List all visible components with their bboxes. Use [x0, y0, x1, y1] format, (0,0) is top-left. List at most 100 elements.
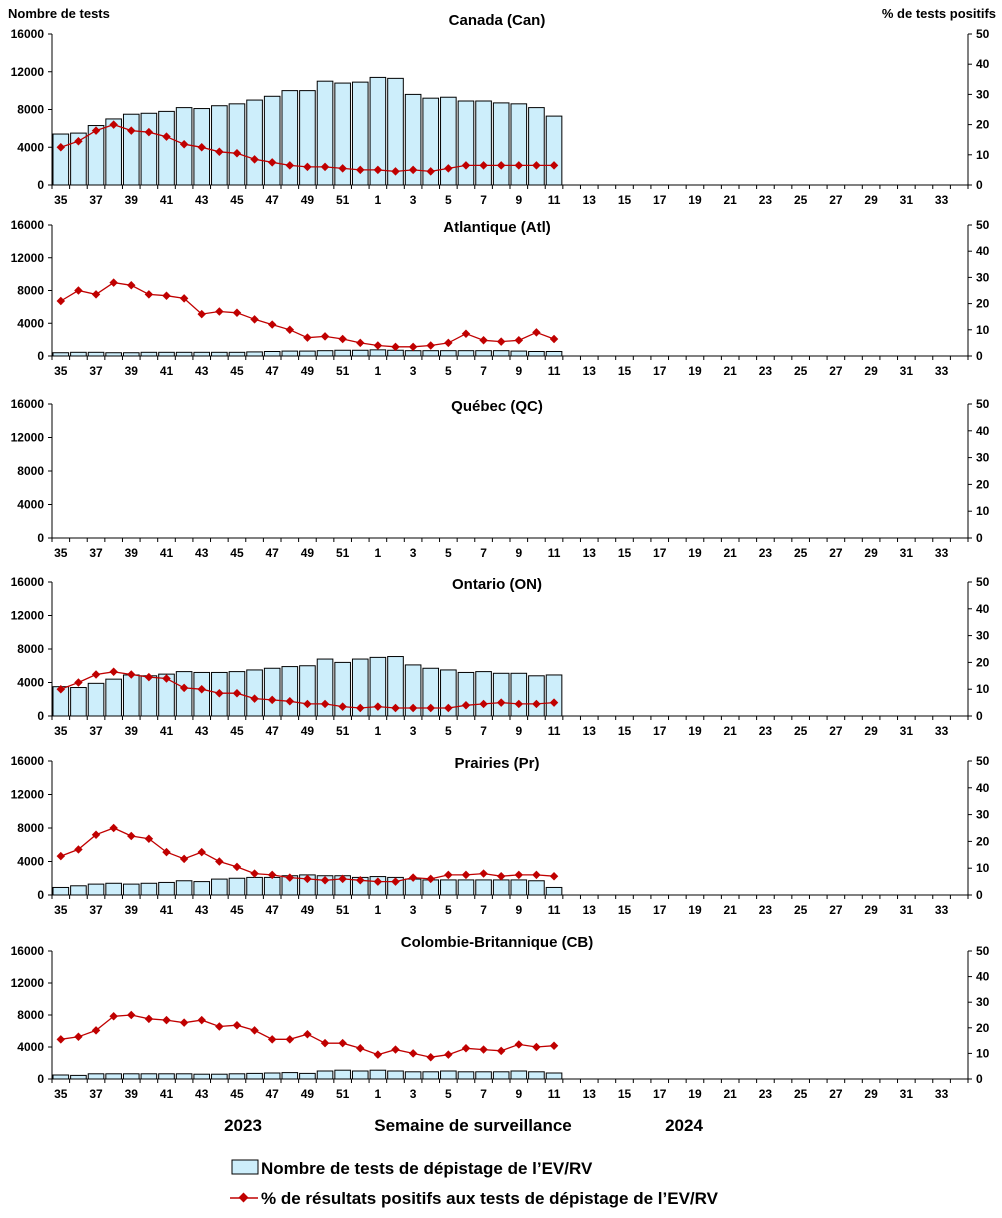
x-tick-label: 3 — [410, 1087, 417, 1101]
x-tick-label: 23 — [759, 546, 773, 560]
x-tick-label: 3 — [410, 724, 417, 738]
y-tick-label: 16000 — [11, 27, 45, 41]
bar — [528, 107, 545, 186]
bar — [351, 349, 369, 357]
chart-panels: Canada (Can)0400080001200016000010203040… — [11, 12, 990, 1101]
bar — [122, 674, 140, 717]
x-tick-label: 37 — [89, 903, 103, 917]
line-point — [179, 854, 189, 864]
bar — [440, 1070, 457, 1080]
x-tick-label: 29 — [864, 193, 878, 207]
x-tick-label: 43 — [195, 546, 209, 560]
line-point — [356, 165, 365, 175]
x-tick-label: 35 — [54, 1087, 68, 1101]
bar — [105, 678, 122, 717]
x-tick-label: 7 — [480, 724, 487, 738]
panel-title: Colombie-Britannique (CB) — [401, 934, 594, 951]
bar — [457, 100, 475, 186]
bar — [246, 1072, 263, 1080]
bar — [387, 656, 404, 717]
bar — [457, 1071, 475, 1080]
x-tick-label: 21 — [724, 193, 738, 207]
x-tick-label: 17 — [653, 724, 667, 738]
x-tick-label: 35 — [54, 724, 68, 738]
bar — [299, 1072, 316, 1080]
x-tick-label: 49 — [301, 903, 315, 917]
x-tick-label: 7 — [480, 546, 487, 560]
y2-tick-label: 20 — [976, 118, 990, 132]
y2-tick-label: 10 — [976, 323, 990, 337]
x-tick-label: 13 — [583, 724, 597, 738]
line-point — [496, 1046, 506, 1056]
line-point — [109, 278, 118, 287]
line-point — [391, 877, 400, 886]
bar — [387, 77, 404, 186]
x-tick-label: 3 — [410, 364, 417, 378]
x-tick-label: 1 — [375, 724, 382, 738]
x-tick-label: 39 — [125, 1087, 139, 1101]
line-point — [56, 143, 66, 152]
x-tick-label: 37 — [89, 1087, 103, 1101]
y2-tick-label: 20 — [976, 834, 990, 848]
line-point — [267, 695, 277, 705]
line-point — [303, 162, 312, 172]
bar — [334, 349, 351, 357]
x-tick-label: 9 — [515, 1087, 522, 1101]
line-point — [426, 874, 435, 884]
bar — [52, 1074, 70, 1080]
bar — [52, 886, 70, 896]
x-tick-label: 21 — [724, 724, 738, 738]
bar — [105, 1073, 122, 1080]
line-point — [303, 333, 312, 342]
line-point — [391, 167, 400, 176]
x-tick-label: 5 — [445, 364, 452, 378]
y2-tick-label: 10 — [976, 504, 990, 518]
bar — [158, 1073, 175, 1080]
x-tick-label: 47 — [266, 724, 280, 738]
x-tick-label: 43 — [195, 1087, 209, 1101]
x-tick-label: 33 — [935, 193, 949, 207]
y2-tick-label: 30 — [976, 451, 990, 465]
bar — [545, 350, 563, 357]
x-tick-label: 15 — [618, 724, 632, 738]
line-point — [56, 296, 66, 306]
x-tick-label: 9 — [515, 724, 522, 738]
x-tick-label: 51 — [336, 546, 350, 560]
y-tick-label: 12000 — [11, 609, 45, 623]
bar — [263, 876, 281, 896]
bar — [122, 352, 140, 357]
y2-tick-label: 50 — [976, 397, 990, 411]
y2-tick-label: 10 — [976, 1046, 990, 1060]
x-tick-label: 1 — [375, 364, 382, 378]
x-tick-label: 29 — [864, 1087, 878, 1101]
x-axis-title: Semaine de surveillance — [374, 1116, 572, 1135]
x-tick-label: 25 — [794, 724, 808, 738]
bar — [158, 351, 175, 357]
bar — [193, 351, 211, 357]
bar — [387, 349, 404, 357]
x-tick-label: 17 — [653, 364, 667, 378]
line-point — [338, 164, 347, 173]
x-tick-label: 49 — [301, 193, 315, 207]
bar — [299, 90, 316, 186]
bar — [158, 110, 175, 186]
line-point — [549, 698, 559, 707]
line-point — [285, 161, 295, 170]
x-tick-label: 19 — [688, 903, 702, 917]
bar — [369, 656, 387, 717]
bar — [140, 1073, 158, 1080]
line-point — [197, 847, 206, 857]
x-tick-label: 3 — [410, 193, 417, 207]
y-tick-label: 16000 — [11, 944, 45, 958]
bar — [334, 82, 351, 186]
bar — [528, 1071, 545, 1080]
line-point — [91, 290, 101, 299]
year-label-2023: 2023 — [224, 1116, 262, 1135]
line-point — [408, 342, 418, 352]
panel-5: Prairies (Pr) 0 4000 8000 12000 16000 0 10 20 30 4… — [11, 754, 990, 917]
bar — [122, 883, 140, 896]
line-point — [303, 1029, 312, 1039]
line-point — [514, 699, 524, 709]
bar — [440, 350, 457, 357]
bar — [545, 115, 563, 186]
